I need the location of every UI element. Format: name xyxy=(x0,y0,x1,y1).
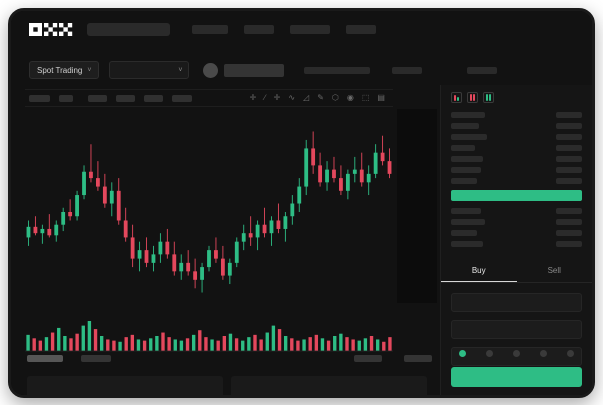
trade-side-tabs: Buy Sell xyxy=(441,261,592,283)
buy-button[interactable] xyxy=(451,367,582,387)
chevron-down-icon-pair: ˅ xyxy=(178,66,183,74)
table-row[interactable] xyxy=(441,109,592,120)
eye-icon[interactable]: ◉ xyxy=(346,93,354,102)
order-book-panel: Buy Sell xyxy=(440,85,592,395)
tab-sell[interactable]: Sell xyxy=(547,266,561,275)
table-row[interactable] xyxy=(441,142,592,153)
timeframe-button-6[interactable] xyxy=(172,94,192,102)
nav-links xyxy=(192,24,376,34)
price-chart[interactable] xyxy=(25,109,393,352)
orders-tabs xyxy=(27,355,111,362)
book-asks-icon[interactable] xyxy=(467,92,478,103)
table-row[interactable] xyxy=(441,153,592,164)
bid-rows xyxy=(441,205,592,249)
market-stat-2 xyxy=(344,66,371,74)
dot-3[interactable] xyxy=(513,350,520,357)
pencil-icon[interactable]: ✎ xyxy=(317,93,324,102)
pagination-dots xyxy=(441,350,592,357)
timeframe-button-5[interactable] xyxy=(144,94,164,102)
order-card-1[interactable] xyxy=(27,376,223,395)
tab-right-2[interactable] xyxy=(404,355,432,362)
market-stat-3 xyxy=(317,67,347,74)
chart-overlay-block xyxy=(397,109,437,303)
candlestick-series xyxy=(26,131,392,293)
order-form xyxy=(441,285,592,366)
book-bids-icon[interactable] xyxy=(483,92,494,103)
timeframe-button-4[interactable] xyxy=(115,94,136,102)
trash-icon[interactable]: ▤ xyxy=(377,93,385,102)
chart-toolbar: ✛ ∕ ✛ ∿ ◿ ✎ ⬡ ◉ ⬚ ▤ xyxy=(25,89,393,107)
market-type-label: Spot Trading xyxy=(37,65,83,75)
orders-cards xyxy=(27,376,427,395)
magnet-icon[interactable]: ⬡ xyxy=(331,93,339,102)
market-type-select[interactable]: Spot Trading ˅ xyxy=(29,61,100,79)
search-input[interactable] xyxy=(87,22,170,36)
ruler-icon[interactable]: ◿ xyxy=(303,93,310,102)
dot-2[interactable] xyxy=(486,350,493,357)
mid-price-row xyxy=(451,190,582,201)
orders-tabs-right xyxy=(354,355,432,362)
table-row[interactable] xyxy=(441,131,592,142)
lock-icon[interactable]: ⬚ xyxy=(361,93,370,102)
wave-icon[interactable]: ∿ xyxy=(288,93,296,102)
top-navigation-bar xyxy=(11,11,592,47)
tab-order-history[interactable] xyxy=(81,355,111,362)
table-row[interactable] xyxy=(441,216,592,227)
cursor-icon[interactable]: ✛ xyxy=(249,93,257,102)
order-book-view-toggles xyxy=(441,85,592,109)
trading-pair-select[interactable]: ˅ xyxy=(109,61,190,79)
trendline-icon[interactable]: ∕ xyxy=(264,93,266,102)
chevron-down-icon: ˅ xyxy=(87,66,92,74)
timeframe-button-1[interactable] xyxy=(29,94,51,102)
tablet-device-frame: Spot Trading ˅ ˅ xyxy=(8,8,595,398)
timeframe-button-2[interactable] xyxy=(59,94,73,102)
order-card-2[interactable] xyxy=(231,376,427,395)
book-both-icon[interactable] xyxy=(451,92,462,103)
order-price-field[interactable] xyxy=(451,293,582,312)
market-stat-5 xyxy=(467,67,497,74)
table-row[interactable] xyxy=(441,175,592,186)
nav-item-3[interactable] xyxy=(290,24,330,34)
crosshair-icon[interactable]: ✛ xyxy=(273,93,281,102)
nav-item-1[interactable] xyxy=(192,24,228,34)
ask-rows xyxy=(441,109,592,186)
tab-right-1[interactable] xyxy=(354,355,382,362)
last-price-value xyxy=(224,63,285,77)
table-row[interactable] xyxy=(441,238,592,249)
tab-open-orders[interactable] xyxy=(27,355,63,362)
table-row[interactable] xyxy=(441,164,592,175)
market-stat-4 xyxy=(392,67,422,74)
okx-logo-icon xyxy=(29,22,73,36)
table-row[interactable] xyxy=(441,205,592,216)
nav-item-2[interactable] xyxy=(244,24,274,34)
order-amount-field[interactable] xyxy=(451,320,582,339)
nav-item-4[interactable] xyxy=(346,24,376,34)
market-sub-bar: Spot Trading ˅ ˅ xyxy=(11,55,592,85)
table-row[interactable] xyxy=(441,227,592,238)
dot-5[interactable] xyxy=(567,350,574,357)
app-screen: Spot Trading ˅ ˅ xyxy=(11,11,592,395)
table-row[interactable] xyxy=(441,120,592,131)
volume-series xyxy=(25,321,393,352)
timeframe-button-3[interactable] xyxy=(87,94,107,102)
dot-4[interactable] xyxy=(540,350,547,357)
okx-logo[interactable] xyxy=(29,22,73,36)
dot-1[interactable] xyxy=(459,350,466,357)
market-stats-right xyxy=(317,67,497,74)
tab-buy[interactable]: Buy xyxy=(441,261,517,282)
coin-avatar xyxy=(203,62,219,78)
